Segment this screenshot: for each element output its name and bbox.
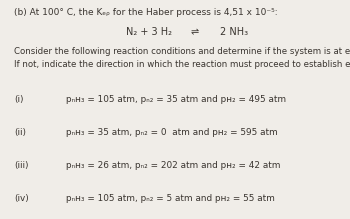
- Text: (iii): (iii): [14, 161, 28, 170]
- Text: pₙʜ₃ = 105 atm, pₙ₂ = 5 atm and pʜ₂ = 55 atm: pₙʜ₃ = 105 atm, pₙ₂ = 5 atm and pʜ₂ = 55…: [66, 194, 275, 203]
- Text: (ii): (ii): [14, 128, 26, 137]
- Text: (b) At 100° C, the Kₑᵨ for the Haber process is 4,51 x 10⁻⁵:: (b) At 100° C, the Kₑᵨ for the Haber pro…: [14, 8, 278, 17]
- Text: 2 NH₃: 2 NH₃: [220, 27, 248, 37]
- Text: pₙʜ₃ = 35 atm, pₙ₂ = 0  atm and pʜ₂ = 595 atm: pₙʜ₃ = 35 atm, pₙ₂ = 0 atm and pʜ₂ = 595…: [66, 128, 278, 137]
- Text: (iv): (iv): [14, 194, 29, 203]
- Text: pₙʜ₃ = 26 atm, pₙ₂ = 202 atm and pʜ₂ = 42 atm: pₙʜ₃ = 26 atm, pₙ₂ = 202 atm and pʜ₂ = 4…: [66, 161, 281, 170]
- Text: Consider the following reaction conditions and determine if the system is at equ: Consider the following reaction conditio…: [14, 47, 350, 69]
- Text: pₙʜ₃ = 105 atm, pₙ₂ = 35 atm and pʜ₂ = 495 atm: pₙʜ₃ = 105 atm, pₙ₂ = 35 atm and pʜ₂ = 4…: [66, 95, 287, 104]
- Text: N₂ + 3 H₂: N₂ + 3 H₂: [126, 27, 172, 37]
- Text: (i): (i): [14, 95, 23, 104]
- Text: ⇌: ⇌: [190, 27, 198, 37]
